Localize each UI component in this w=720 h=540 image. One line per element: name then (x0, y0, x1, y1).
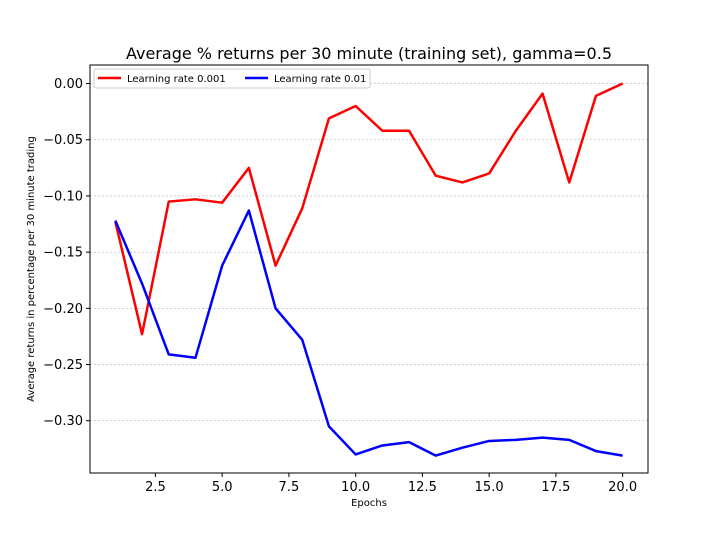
x-tick-label: 7.5 (279, 480, 300, 495)
x-tick-label: 15.0 (475, 480, 504, 495)
legend-label-lr-001: Learning rate 0.01 (274, 74, 366, 85)
chart-title: Average % returns per 30 minute (trainin… (126, 44, 612, 63)
legend-label-lr-0001: Learning rate 0.001 (127, 74, 226, 85)
x-tick-label: 10.0 (341, 480, 370, 495)
y-tick-label: 0.00 (54, 77, 83, 92)
grid-lines (90, 83, 648, 422)
x-tick-label: 5.0 (212, 480, 233, 495)
plot-frame (89, 64, 649, 474)
y-tick-label: −0.30 (43, 414, 83, 429)
y-tick-label: −0.10 (43, 189, 83, 204)
y-tick-label: −0.15 (43, 246, 83, 261)
x-tick-label: 20.0 (608, 480, 637, 495)
series-line-0 (114, 82, 624, 336)
series-line-1 (114, 209, 623, 457)
y-axis-label: Average returns in percentage per 30 min… (26, 136, 37, 402)
x-axis-ticks: 2.5 5.0 7.5 10.0 12.5 15.0 17.5 20.0 (145, 473, 637, 495)
legend-box (93, 68, 371, 89)
y-axis-ticks: 0.00 −0.05 −0.10 −0.15 −0.20 −0.25 −0.30 (43, 77, 90, 429)
x-tick-label: 17.5 (541, 480, 570, 495)
data-series (114, 82, 624, 457)
x-tick-label: 12.5 (408, 480, 437, 495)
x-tick-label: 2.5 (145, 480, 166, 495)
legend: Learning rate 0.001 Learning rate 0.01 (93, 68, 371, 89)
x-axis-label: Epochs (351, 498, 387, 509)
y-tick-label: −0.20 (43, 302, 83, 317)
y-tick-label: −0.25 (43, 358, 83, 373)
y-tick-label: −0.05 (43, 133, 83, 148)
